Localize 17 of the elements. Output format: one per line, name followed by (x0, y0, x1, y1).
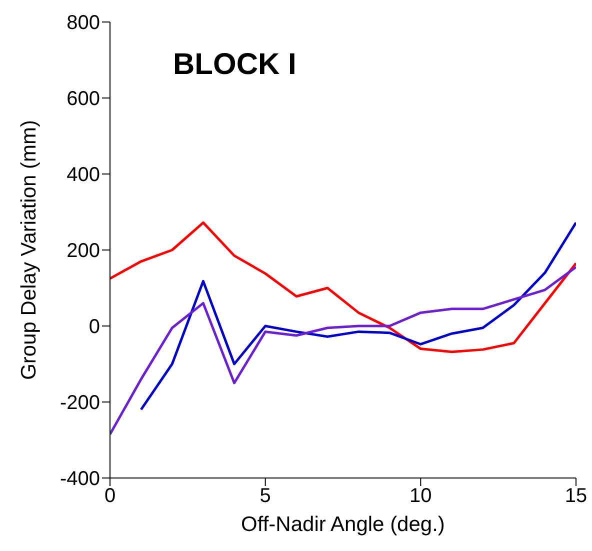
y-tick-label: -200 (60, 392, 100, 414)
x-tick-label: 5 (260, 485, 271, 508)
line-series (140, 221, 576, 411)
y-tick-label: 800 (66, 12, 100, 34)
x-tick-label: 15 (564, 485, 588, 508)
y-tick-label: 400 (66, 164, 100, 186)
x-tick-label: 0 (104, 485, 116, 508)
x-axis-title: Off-Nadir Angle (deg.) (241, 512, 445, 536)
y-tick-label: -400 (60, 468, 100, 490)
annotation: BLOCK I (173, 48, 296, 82)
y-axis-title: Group Delay Variation (mm) (17, 120, 40, 380)
y-tick-label: 600 (66, 88, 100, 110)
line-series (110, 266, 576, 436)
line-series (110, 221, 576, 354)
x-tick-label: 10 (410, 485, 432, 508)
y-tick-label: 200 (66, 240, 100, 262)
y-tick-label: 0 (88, 316, 100, 338)
